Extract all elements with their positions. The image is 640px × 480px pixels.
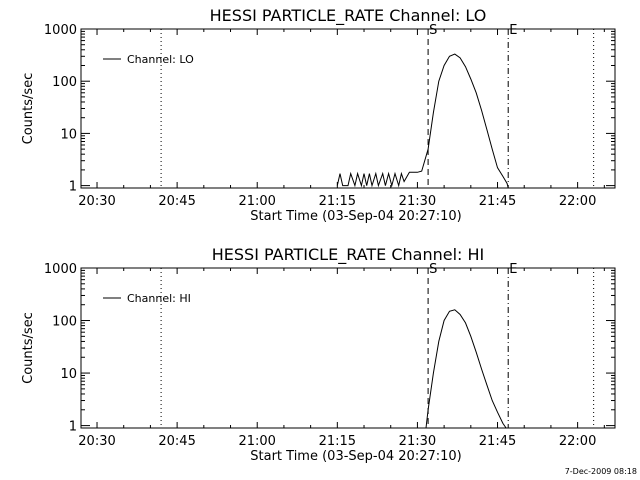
x-tick-label: 21:30	[399, 194, 436, 209]
chart-title: HESSI PARTICLE_RATE Channel: HI	[212, 245, 485, 265]
y-tick-label: 1000	[44, 23, 77, 38]
y-axis-label: Counts/sec	[21, 73, 36, 145]
y-tick-label: 1	[69, 180, 77, 195]
x-tick-label: 20:45	[158, 434, 195, 449]
x-axis-label: Start Time (03-Sep-04 20:27:10)	[250, 209, 461, 224]
chart-panel-1: HESSI PARTICLE_RATE Channel: HI 20:30 20:4…	[21, 245, 616, 464]
time-marker-label: S	[429, 23, 437, 38]
y-tick-label: 100	[52, 75, 77, 90]
y-axis-label: Counts/sec	[21, 312, 36, 384]
series-line-0	[336, 53, 509, 189]
x-tick-label: 21:45	[479, 194, 516, 209]
legend-label: Channel: LO	[127, 53, 194, 66]
x-tick-label: 21:00	[238, 194, 275, 209]
x-tick-label: 20:30	[78, 434, 115, 449]
footer-timestamp: 7-Dec-2009 08:18	[565, 467, 637, 476]
x-tick-label: 21:45	[479, 434, 516, 449]
chart-title: HESSI PARTICLE_RATE Channel: LO	[210, 6, 487, 26]
x-tick-label: 22:00	[559, 434, 596, 449]
legend-label: Channel: HI	[127, 292, 191, 305]
x-axis-label: Start Time (03-Sep-04 20:27:10)	[250, 449, 461, 464]
x-tick-label: 20:45	[158, 194, 195, 209]
time-marker-label: S	[429, 262, 437, 277]
y-tick-label: 10	[60, 367, 77, 382]
time-marker-label: E	[509, 262, 517, 277]
x-tick-label: 22:00	[559, 194, 596, 209]
time-marker-label: E	[509, 23, 517, 38]
y-tick-label: 1000	[44, 262, 77, 277]
y-tick-label: 10	[60, 127, 77, 142]
x-tick-label: 21:30	[399, 434, 436, 449]
x-tick-label: 20:30	[78, 194, 115, 209]
y-tick-label: 1	[69, 420, 77, 435]
x-tick-label: 21:00	[238, 434, 275, 449]
x-tick-label: 21:15	[319, 434, 356, 449]
series-line-0	[425, 309, 507, 429]
y-tick-label: 100	[52, 315, 77, 330]
x-tick-label: 21:15	[319, 194, 356, 209]
chart-panel-0: HESSI PARTICLE_RATE Channel: LO 20:30 20:4…	[21, 6, 616, 224]
